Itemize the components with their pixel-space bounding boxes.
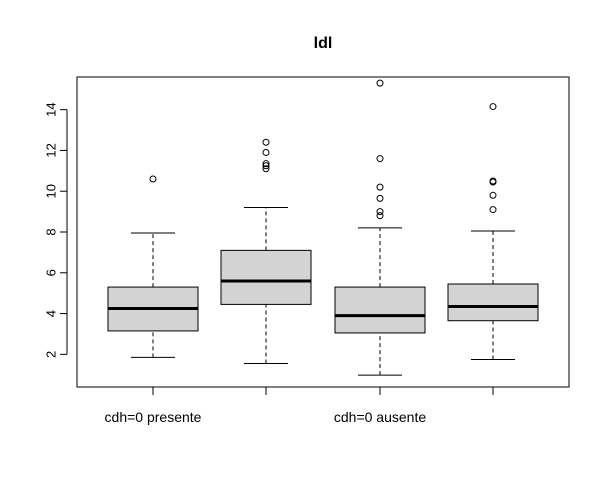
outlier-point [489,206,497,214]
y-tick-label: 14 [43,102,58,116]
box-2 [220,138,312,365]
outlier-point [262,162,270,170]
boxes [107,79,539,376]
outlier-point [262,148,270,156]
outlier-point [376,208,384,216]
outlier-point [376,212,384,220]
x-category-label: cdh=0 presente [105,409,202,425]
outlier-point [376,155,384,163]
y-tick-label: 4 [43,310,58,317]
box-3 [334,79,426,376]
y-tick-label: 12 [43,143,58,157]
iqr-box [447,283,539,322]
y-tick-label: 2 [43,351,58,358]
x-category-label: cdh=0 ausente [334,409,426,425]
outlier-point [262,138,270,146]
outlier-point [489,103,497,111]
outlier-point [376,194,384,202]
y-tick-label: 10 [43,184,58,198]
plot-frame [76,76,570,388]
iqr-box [220,249,312,305]
y-tick-label: 6 [43,269,58,276]
box-4 [447,103,539,360]
outlier-point [262,160,270,168]
outlier-point [489,191,497,199]
outlier-point [489,177,497,185]
outlier-point [149,175,157,183]
y-tick-label: 8 [43,228,58,235]
box-1 [107,175,199,358]
y-axis: 2 4 6 8 10 12 14 [43,102,68,358]
outlier-point [376,183,384,191]
x-axis: cdh=0 presente cdh=0 ausente [105,386,494,425]
outlier-point [262,165,270,173]
iqr-box [334,286,426,334]
chart-title: ldl [314,35,333,52]
outlier-point [376,79,384,87]
